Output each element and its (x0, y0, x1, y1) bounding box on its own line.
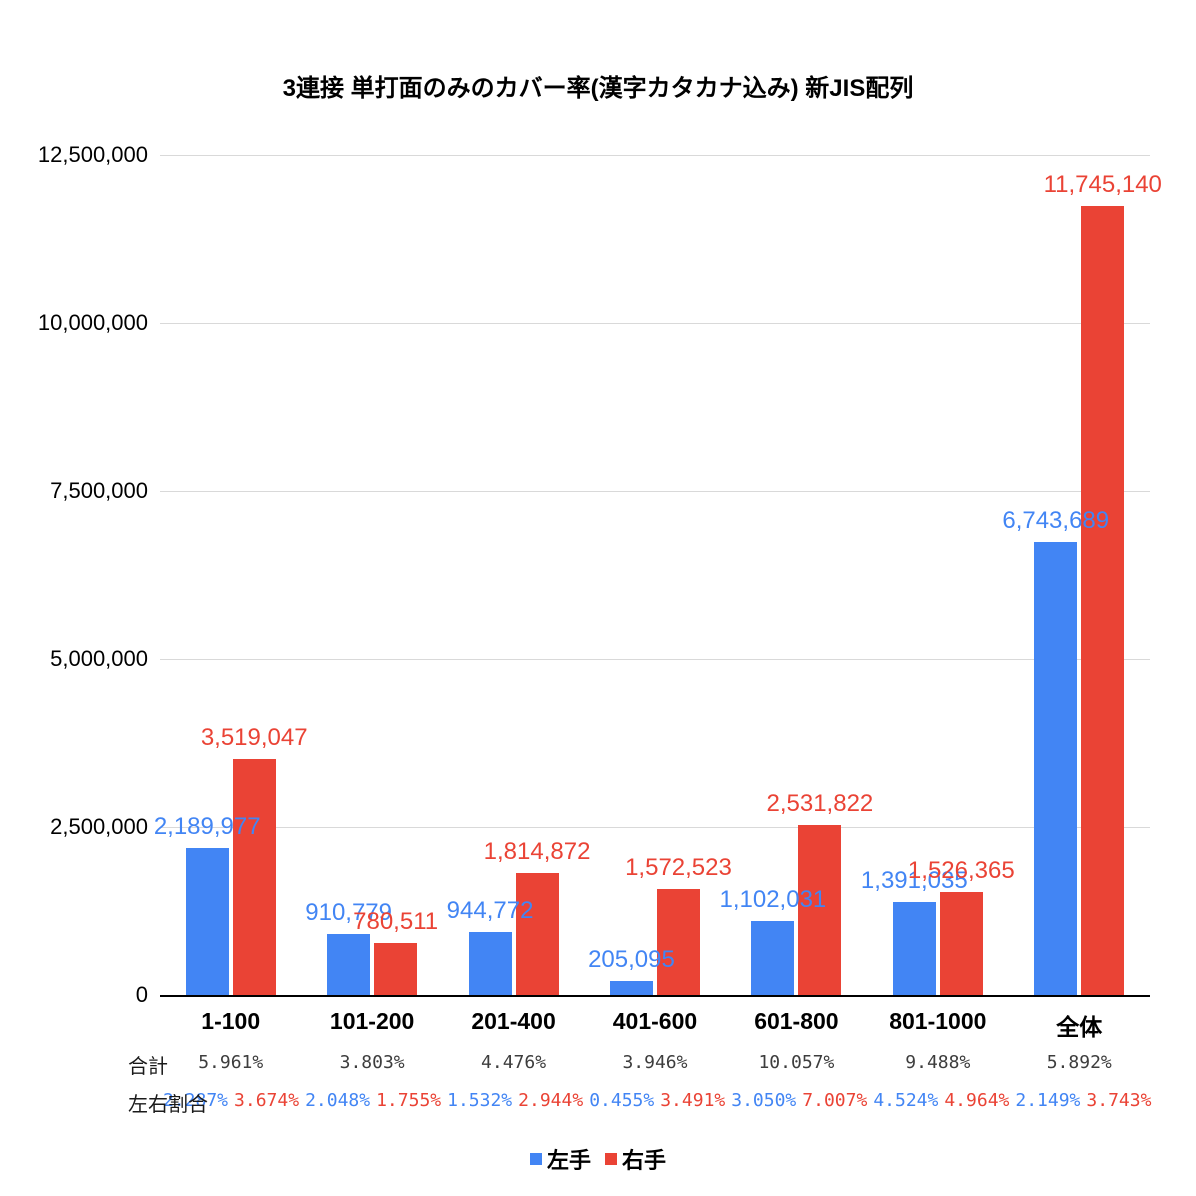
ratio-cell: 1.532% 2.944% (444, 1090, 586, 1111)
ratio-right-hand: 3.674% (234, 1090, 300, 1111)
y-tick-label: 12,500,000 (37, 142, 148, 167)
x-category-label: 801-1000 (889, 1008, 987, 1034)
row-label-ratio: 左右割合 (128, 1094, 208, 1116)
data-label-right-hand-801-1000: 1,526,365 (907, 857, 1015, 884)
data-label-left-hand-1-100: 2,189,977 (153, 813, 261, 840)
bar-left-hand-101-200 (327, 934, 371, 995)
x-category-label: 1-100 (201, 1008, 261, 1034)
bar-group-全体: 6,743,689 11,745,140 (1002, 155, 1162, 995)
bar-right-hand-801-1000 (939, 892, 983, 995)
bar-left-hand-1-100 (185, 848, 229, 995)
ratio-cell: 4.524% 4.964% (870, 1090, 1012, 1111)
data-label-left-hand-401-600: 205,095 (588, 946, 675, 973)
y-tick-label: 2,500,000 (50, 814, 148, 839)
ratio-right-hand: 3.743% (1086, 1090, 1152, 1111)
data-label-right-hand-全体: 11,745,140 (1043, 171, 1162, 198)
y-tick-label: 7,500,000 (50, 478, 148, 503)
ratio-left-hand: 2.287% (163, 1090, 229, 1111)
data-label-left-hand-101-200: 910,779 (305, 899, 393, 926)
bar-left-hand-801-1000 (892, 902, 936, 995)
ratio-right-hand: 4.964% (944, 1090, 1010, 1111)
total-percentage: 9.488% (905, 1052, 971, 1073)
bar-group-1-100: 2,189,977 3,519,047 (154, 155, 308, 995)
data-label-left-hand-201-400: 944,772 (446, 897, 534, 924)
bar-right-hand-101-200 (374, 943, 418, 995)
data-label-right-hand-201-400: 1,814,872 (483, 838, 591, 865)
ratio-right-hand: 1.755% (376, 1090, 442, 1111)
legend-item-right-hand: 右手 (605, 1143, 666, 1175)
legend-swatch-left-hand (529, 1153, 542, 1165)
bar-left-hand-601-800 (751, 921, 795, 995)
ratio-left-hand: 3.050% (731, 1090, 797, 1111)
total-percentage: 4.476% (481, 1052, 547, 1073)
data-label-left-hand-601-800: 1,102,031 (719, 886, 827, 913)
total-percentage: 5.961% (198, 1052, 264, 1073)
bar-groups: 2,189,977 3,519,047 910,779 780,511 944,772 1… (154, 155, 1162, 995)
ratio-cell: 3.050% 7.007% (728, 1090, 870, 1111)
data-label-right-hand-1-100: 3,519,047 (200, 724, 308, 751)
ratio-cell: 0.455% 3.491% (586, 1090, 728, 1111)
x-category-label: 101-200 (329, 1008, 415, 1034)
bar-left-hand-全体 (1034, 542, 1078, 995)
y-tick-label: 0 (135, 982, 148, 1007)
ratios-row: 2.287% 3.674% 2.048% 1.755% 1.532% 2.944% 0.45… (160, 1090, 1151, 1111)
plot-area: 2,189,977 3,519,047 910,779 780,511 944,772 1… (154, 155, 1162, 997)
ratio-left-hand: 2.149% (1015, 1090, 1081, 1111)
total-percentage: 3.803% (339, 1052, 405, 1073)
bar-group-201-400: 944,772 1,814,872 (443, 155, 590, 995)
y-tick-label: 10,000,000 (37, 310, 148, 335)
ratio-cell: 2.048% 1.755% (302, 1090, 444, 1111)
bar-right-hand-全体 (1081, 206, 1125, 995)
bar-left-hand-401-600 (609, 981, 653, 995)
bar-left-hand-201-400 (468, 932, 512, 995)
ratio-right-hand: 7.007% (802, 1090, 868, 1111)
gridline (160, 491, 1150, 492)
totals-row: 5.961% 3.803% 4.476% 3.946% 10.057% 9.488% 5.8… (160, 1052, 1150, 1073)
ratio-left-hand: 0.455% (589, 1090, 655, 1111)
bar-right-hand-201-400 (515, 873, 559, 995)
x-category-label: 201-400 (471, 1008, 556, 1034)
data-label-right-hand-401-600: 1,572,523 (625, 854, 732, 881)
total-percentage: 10.057% (758, 1052, 835, 1073)
y-axis: 0 2,500,000 5,000,000 7,500,000 10,000,000 12… (0, 142, 148, 1007)
bar-group-601-800: 1,102,031 2,531,822 (720, 155, 873, 995)
row-label-total: 合計 (128, 1056, 168, 1078)
legend-swatch-right-hand (605, 1153, 617, 1165)
gridline (160, 155, 1150, 156)
data-label-left-hand-全体: 6,743,689 (1002, 507, 1110, 534)
chart-title: 3連接 単打面のみのカバー率(漢字カタカナ込み) 新JIS配列 (282, 75, 914, 102)
ratio-left-hand: 2.048% (305, 1090, 371, 1111)
legend-label-right-hand: 右手 (622, 1148, 667, 1173)
ratio-cell: 2.149% 3.743% (1012, 1090, 1154, 1111)
ratio-left-hand: 1.532% (447, 1090, 513, 1111)
y-tick-label: 5,000,000 (50, 646, 148, 671)
bar-right-hand-1-100 (232, 759, 276, 995)
data-label-right-hand-601-800: 2,531,822 (766, 790, 874, 817)
bar-group-801-1000: 1,391,035 1,526,365 (861, 155, 1015, 995)
legend-label-left-hand: 左手 (546, 1148, 591, 1173)
bar-group-101-200: 910,779 780,511 (301, 155, 442, 995)
x-category-label: 601-800 (754, 1008, 839, 1034)
legend-item-left-hand: 左手 (529, 1143, 591, 1175)
gridline (160, 323, 1150, 324)
chart-legend: 左手 右手 (0, 1143, 1196, 1175)
x-axis-labels: 1-100 101-200 201-400 401-600 601-800 801-100… (160, 1008, 1150, 1042)
x-axis-line (160, 995, 1150, 997)
gridline (160, 659, 1150, 660)
ratio-right-hand: 3.491% (660, 1090, 726, 1111)
bar-group-401-600: 205,095 1,572,523 (584, 155, 732, 995)
data-label-left-hand-801-1000: 1,391,035 (860, 867, 968, 894)
data-label-right-hand-101-200: 780,511 (353, 908, 439, 935)
gridline (160, 827, 1150, 828)
total-percentage: 5.892% (1046, 1052, 1112, 1073)
total-percentage: 3.946% (622, 1052, 688, 1073)
x-category-label: 401-600 (612, 1008, 698, 1034)
ratio-right-hand: 2.944% (518, 1090, 584, 1111)
bar-right-hand-401-600 (656, 889, 700, 995)
ratio-left-hand: 4.524% (873, 1090, 939, 1111)
ratio-cell: 2.287% 3.674% (160, 1090, 302, 1111)
bar-right-hand-601-800 (798, 825, 842, 995)
x-category-label: 全体 (1056, 1014, 1103, 1040)
